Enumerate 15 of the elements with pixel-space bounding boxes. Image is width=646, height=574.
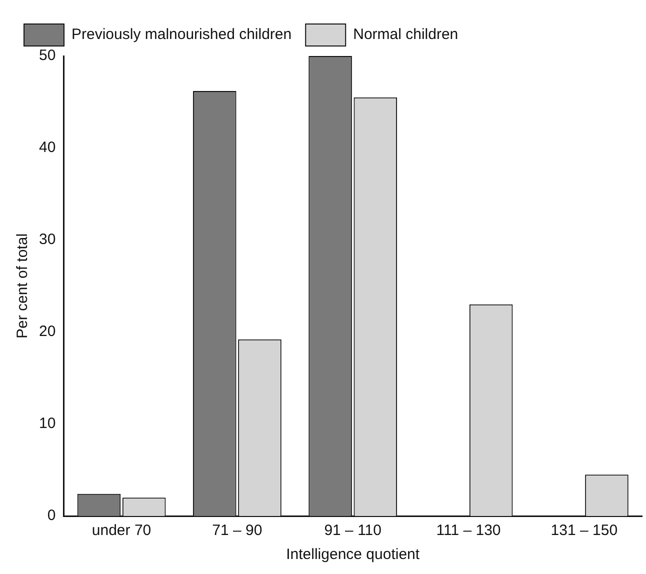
x-tick-label: 91 – 110 (324, 522, 382, 540)
legend-label: Normal children (353, 26, 458, 44)
x-tick-label: under 70 (92, 522, 152, 540)
legend-label: Previously malnourished children (72, 26, 292, 44)
y-tick-label: 30 (38, 231, 56, 248)
x-axis-title: Intelligence quotient (286, 546, 420, 564)
x-tick-label: 111 – 130 (436, 522, 501, 540)
y-axis-title: Per cent of total (14, 233, 32, 339)
y-tick-label: 20 (38, 323, 56, 340)
x-tick-label: 71 – 90 (212, 522, 262, 540)
y-tick-label: 40 (38, 139, 56, 156)
x-tick-label: 131 – 150 (550, 522, 618, 540)
y-tick-label: 0 (47, 507, 56, 524)
y-tick-label: 10 (38, 415, 56, 432)
y-tick-label: 50 (38, 47, 56, 64)
